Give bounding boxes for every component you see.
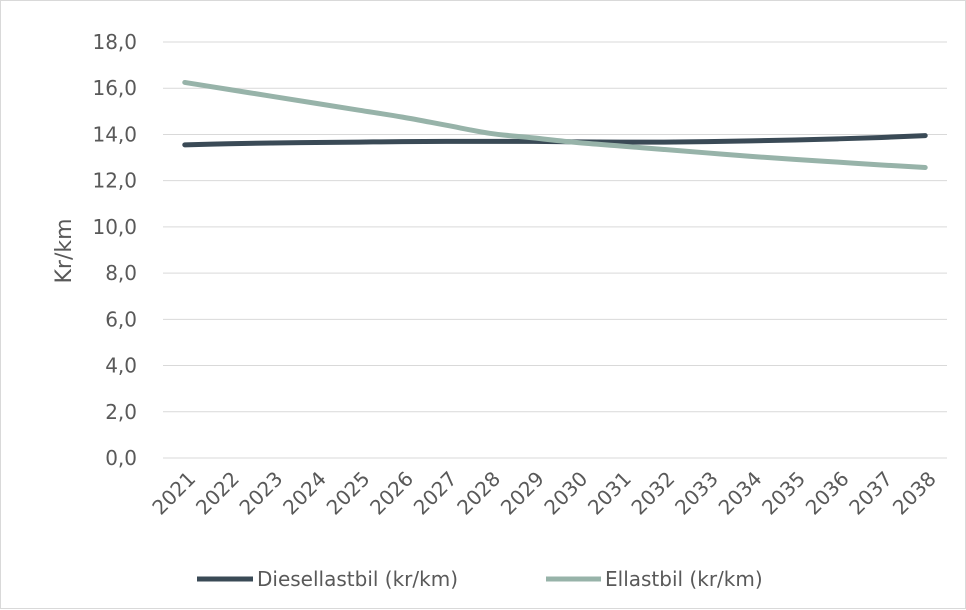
y-tick-label: 6,0 [105,307,137,331]
y-tick-label: 14,0 [92,122,137,146]
x-tick-label: 2038 [888,467,941,520]
x-tick-label: 2027 [409,467,462,520]
series-lines [182,79,928,170]
x-tick-label: 2024 [278,467,331,520]
x-tick-label: 2028 [452,467,505,520]
x-tick-label: 2026 [365,467,418,520]
x-axis-tick-labels: 2021202220232024202520262027202820292030… [147,467,940,520]
x-tick-label: 2032 [626,467,679,520]
x-tick-label: 2025 [322,467,375,520]
x-tick-label: 2021 [147,467,200,520]
y-tick-label: 4,0 [105,354,137,378]
y-axis-tick-labels: 0,0 2,0 4,0 6,0 8,0 10,0 12,0 14,0 16,0 18,0 [92,30,137,470]
x-tick-label: 2023 [234,467,287,520]
y-tick-label: 2,0 [105,400,137,424]
legend-label: Diesellastbil (kr/km) [257,567,458,591]
gridlines [163,41,947,459]
x-tick-label: 2031 [583,467,636,520]
x-tick-label: 2030 [539,467,592,520]
x-tick-label: 2037 [844,467,897,520]
y-axis-title: Kr/km [52,218,77,283]
y-tick-label: 10,0 [92,215,137,239]
y-tick-label: 8,0 [105,261,137,285]
x-tick-label: 2029 [496,467,549,520]
y-tick-label: 18,0 [92,30,137,54]
x-tick-label: 2034 [714,467,767,520]
legend: Diesellastbil (kr/km) Ellastbil (kr/km) [197,567,763,591]
x-tick-label: 2022 [191,467,244,520]
y-tick-label: 12,0 [92,169,137,193]
y-tick-label: 0,0 [105,446,137,470]
series-line-ellastbil [182,79,928,170]
x-tick-label: 2036 [801,467,854,520]
x-tick-label: 2035 [757,467,810,520]
y-tick-label: 16,0 [92,76,137,100]
legend-label: Ellastbil (kr/km) [605,567,763,591]
x-tick-label: 2033 [670,467,723,520]
